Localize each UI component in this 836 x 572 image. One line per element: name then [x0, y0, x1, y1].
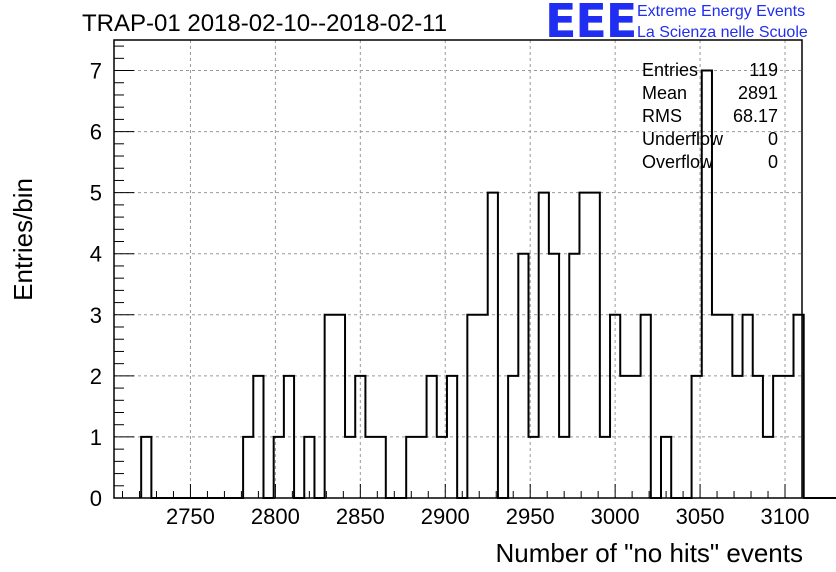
x-tick-label: 3000 — [591, 504, 640, 529]
x-tick-label: 2750 — [166, 504, 215, 529]
y-tick-label: 7 — [90, 59, 102, 84]
stat-rms-label: RMS — [642, 106, 682, 126]
y-tick-label: 5 — [90, 181, 102, 206]
stat-overflow-label: Overflow — [642, 152, 714, 172]
x-tick-label: 2950 — [506, 504, 555, 529]
y-tick-label: 2 — [90, 364, 102, 389]
stat-mean-label: Mean — [642, 83, 688, 103]
y-tick-label: 0 — [90, 486, 102, 511]
y-tick-label: 1 — [90, 425, 102, 450]
plot-frame — [113, 39, 803, 499]
stat-mean-value: 2891 — [737, 83, 778, 103]
logo-text-line-2: La Scienza nelle Scuole — [637, 24, 808, 41]
x-tick-label: 2800 — [251, 504, 300, 529]
histogram-line — [140, 69, 836, 499]
axis-ticks — [114, 45, 803, 499]
y-tick-label: 6 — [90, 120, 102, 145]
stat-rms-value: 68.17 — [732, 106, 778, 126]
stat-underflow-label: Underflow — [642, 129, 724, 149]
chart-title: TRAP-01 2018-02-10--2018-02-11 — [82, 10, 448, 37]
y-axis-label: Entries/bin — [8, 178, 38, 301]
y-tick-label: 3 — [90, 303, 102, 328]
y-tick-label: 4 — [90, 242, 102, 267]
stat-overflow-value: 0 — [767, 152, 778, 172]
stat-entries-label: Entries — [642, 60, 699, 80]
logo-text-line-1: Extreme Energy Events — [637, 3, 806, 20]
x-tick-label: 2850 — [336, 504, 385, 529]
stat-underflow-value: 0 — [767, 129, 778, 149]
x-tick-label: 3050 — [676, 504, 725, 529]
x-tick-label: 3100 — [761, 504, 810, 529]
stat-entries-value: 119 — [749, 60, 778, 80]
eee-logo: EEE — [545, 0, 637, 48]
x-tick-label: 2900 — [421, 504, 470, 529]
x-axis-label: Number of "no hits" events — [496, 538, 804, 568]
tick-labels: 2750 2800 2850 2900 2950 3000 3050 3100 0 1 2 3 4 5 6 7 — [90, 59, 810, 529]
